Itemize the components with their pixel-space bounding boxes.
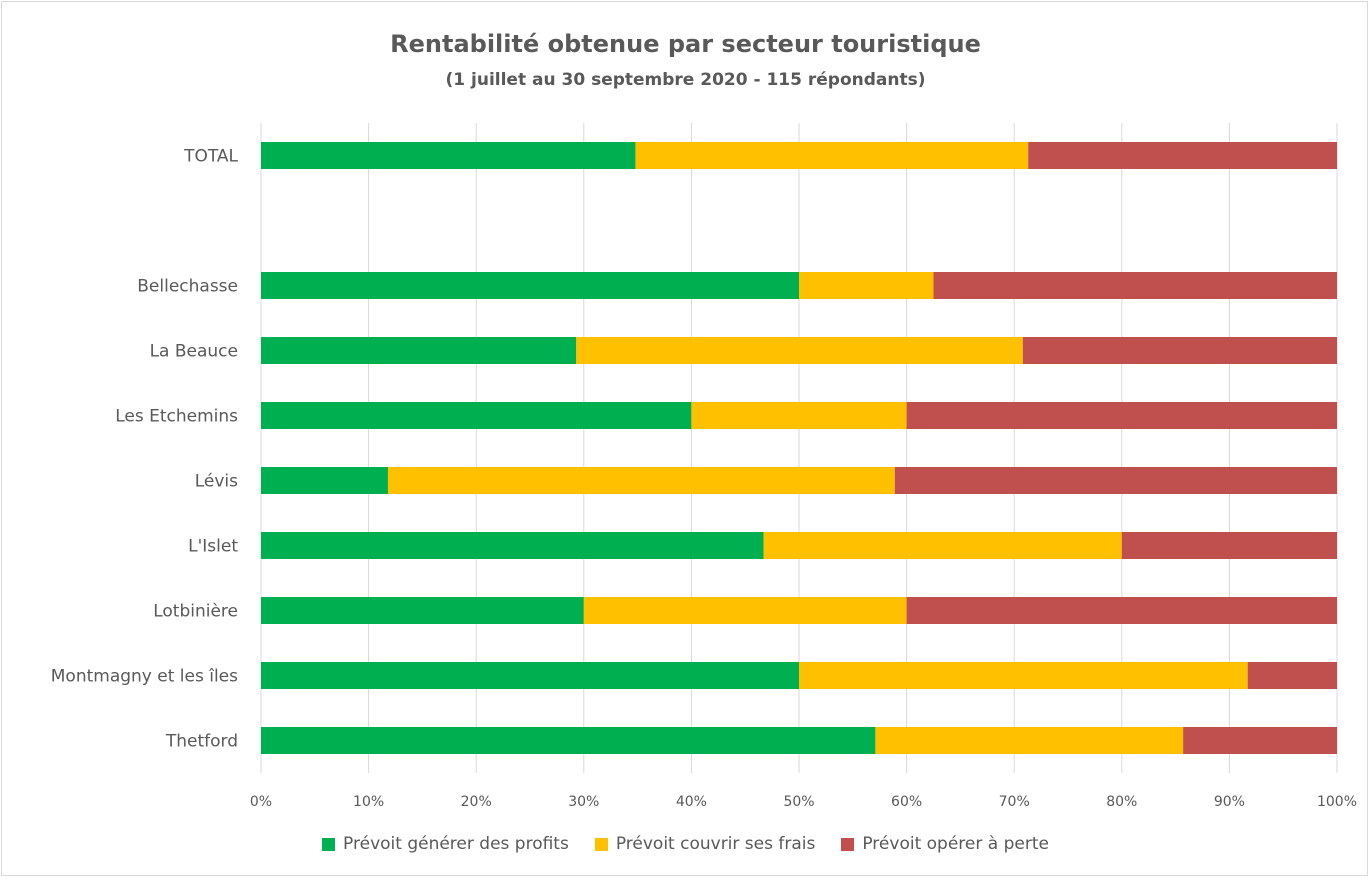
category-label: Bellechasse <box>137 277 238 297</box>
bar-segment <box>261 142 636 169</box>
bar-segment <box>583 597 907 624</box>
bar-segment <box>1183 727 1337 754</box>
bar-segment <box>1022 337 1337 364</box>
bar-segment <box>906 597 1337 624</box>
bar-segment <box>261 662 799 689</box>
category-label: L'Islet <box>188 537 238 557</box>
chart-title: Rentabilité obtenue par secteur touristi… <box>390 30 981 58</box>
bar-segment <box>261 337 577 364</box>
bar-segment <box>261 532 764 559</box>
category-label: Thetford <box>165 732 238 752</box>
bar-segment <box>261 597 584 624</box>
bar-segment <box>799 272 934 299</box>
x-tick-label: 60% <box>891 794 922 810</box>
legend-item: Prévoit couvrir ses frais <box>594 834 816 854</box>
bar-segment <box>387 467 895 494</box>
x-tick-label: 100% <box>1317 794 1357 810</box>
bar-segment <box>261 727 876 754</box>
legend-item: Prévoit opérer à perte <box>841 834 1049 854</box>
legend-label: Prévoit opérer à perte <box>862 834 1049 854</box>
category-label: La Beauce <box>150 342 238 362</box>
category-label: TOTAL <box>183 147 238 167</box>
x-tick-label: 90% <box>1214 794 1245 810</box>
bar-segment <box>1121 532 1337 559</box>
x-tick-label: 30% <box>568 794 599 810</box>
category-label: Lotbinière <box>153 602 238 622</box>
legend-label: Prévoit couvrir ses frais <box>615 834 816 854</box>
bar-segment <box>261 402 692 429</box>
bar-segment <box>1247 662 1337 689</box>
chart-legend: Prévoit générer des profits Prévoit couvr… <box>0 834 1371 854</box>
legend-swatch <box>594 837 608 851</box>
bar-segment <box>261 467 388 494</box>
bar-segment <box>1028 142 1337 169</box>
bar-segment <box>763 532 1122 559</box>
bar-segment <box>906 402 1337 429</box>
chart-subtitle: (1 juillet au 30 septembre 2020 - 115 ré… <box>445 70 926 90</box>
x-tick-label: 50% <box>783 794 814 810</box>
bar-segment <box>875 727 1184 754</box>
bar-segment <box>261 272 799 299</box>
category-label: Montmagny et les îles <box>51 667 238 687</box>
x-tick-label: 80% <box>1106 794 1137 810</box>
category-label: Les Etchemins <box>115 407 238 427</box>
bar-segment <box>933 272 1337 299</box>
x-tick-label: 0% <box>250 794 272 810</box>
legend-item: Prévoit générer des profits <box>322 834 569 854</box>
x-tick-label: 20% <box>461 794 492 810</box>
bar-segment <box>691 402 907 429</box>
bar-segment <box>894 467 1337 494</box>
x-tick-label: 40% <box>676 794 707 810</box>
x-tick-label: 70% <box>999 794 1030 810</box>
legend-swatch <box>841 837 855 851</box>
bar-segment <box>635 142 1029 169</box>
x-tick-label: 10% <box>353 794 384 810</box>
legend-swatch <box>322 837 336 851</box>
category-label: Lévis <box>195 472 238 492</box>
bar-segment <box>799 662 1248 689</box>
legend-label: Prévoit générer des profits <box>343 834 569 854</box>
bar-segment <box>576 337 1023 364</box>
